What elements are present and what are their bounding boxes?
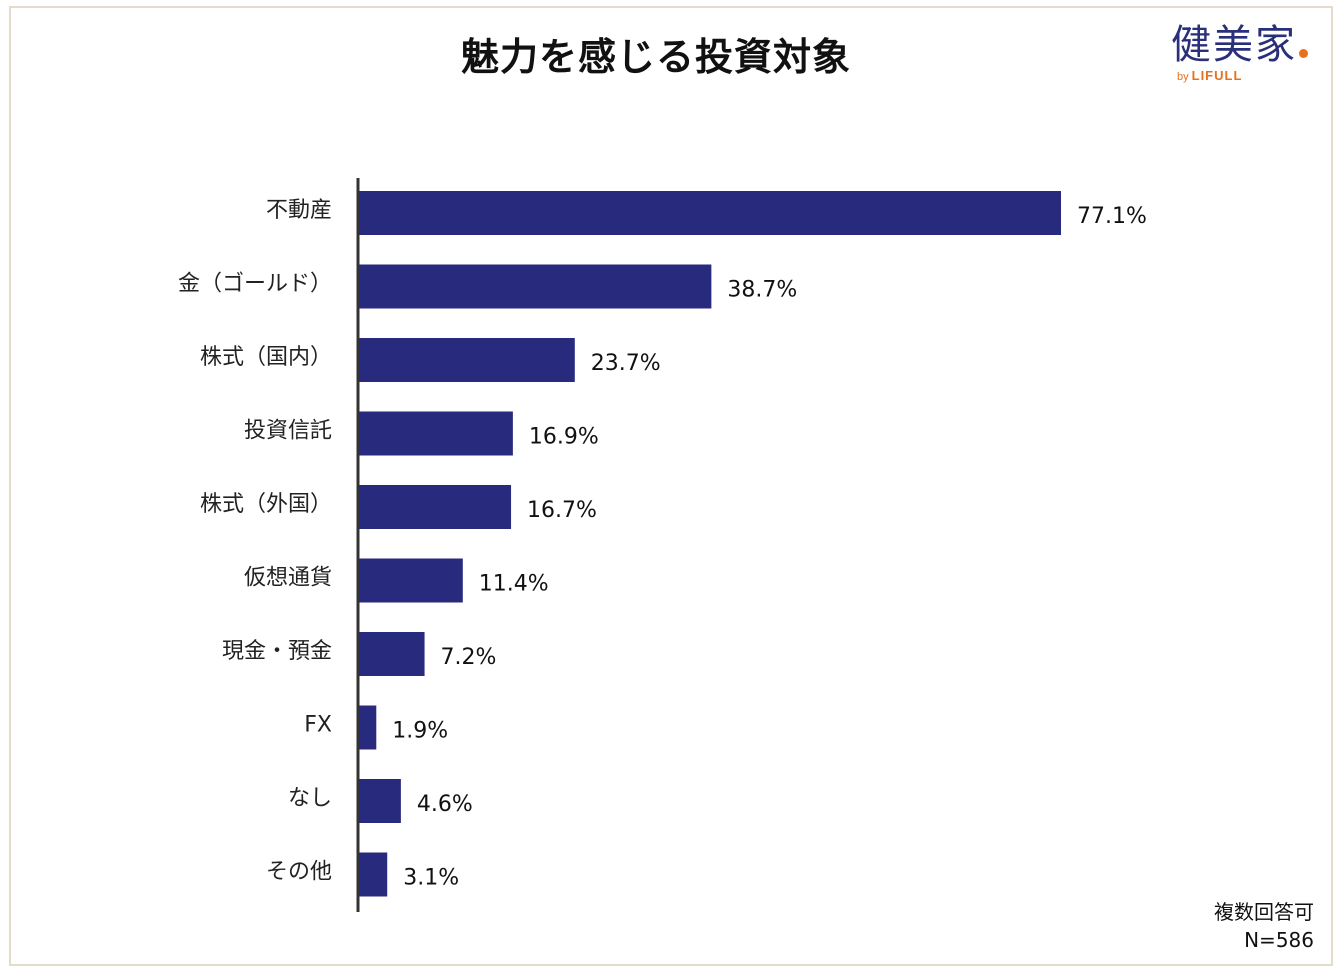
value-label-1: 38.7% xyxy=(727,278,797,303)
value-label-5: 11.4% xyxy=(479,572,549,597)
category-label-5: 仮想通貨 xyxy=(244,566,332,591)
chart-title: 魅力を感じる投資対象 xyxy=(460,35,851,79)
category-label-8: なし xyxy=(288,786,332,811)
multiple-answer-note: 複数回答可 xyxy=(1214,900,1314,924)
logo-sub-text: LIFULL xyxy=(1191,68,1243,83)
category-label-7: FX xyxy=(304,713,332,738)
value-label-4: 16.7% xyxy=(527,498,597,523)
logo-wordmark: 健美家 xyxy=(1171,22,1308,68)
value-label-7: 1.9% xyxy=(392,719,448,744)
value-label-6: 7.2% xyxy=(441,645,497,670)
bar-9 xyxy=(359,852,388,897)
bar-7 xyxy=(359,705,377,750)
logo-subline: by LIFULL xyxy=(1177,68,1308,83)
bar-2 xyxy=(359,338,575,382)
chart-frame xyxy=(9,6,1333,966)
value-label-2: 23.7% xyxy=(591,351,661,376)
bar-3 xyxy=(359,411,513,456)
bars-group xyxy=(359,191,1061,897)
logo-main-text: 健美家 xyxy=(1171,22,1297,68)
bar-6 xyxy=(359,632,425,676)
bar-5 xyxy=(359,558,463,603)
category-label-3: 投資信託 xyxy=(244,419,332,444)
value-label-0: 77.1% xyxy=(1077,204,1147,229)
category-label-2: 株式（国内） xyxy=(200,345,332,370)
category-label-6: 現金・預金 xyxy=(222,639,332,664)
bar-0 xyxy=(359,191,1061,235)
value-label-8: 4.6% xyxy=(417,792,473,817)
value-labels-group: 77.1% 38.7% 23.7% 16.9% 16.7% 11.4% 7.2% 1.9% 4.… xyxy=(392,204,1147,891)
bar-4 xyxy=(359,485,512,529)
value-label-3: 16.9% xyxy=(529,425,599,450)
brand-logo: 健美家 by LIFULL xyxy=(1171,22,1308,83)
category-label-0: 不動産 xyxy=(266,198,332,223)
bar-8 xyxy=(359,779,401,823)
sample-size-note: N=586 xyxy=(1244,928,1314,952)
category-label-4: 株式（外国） xyxy=(200,492,332,517)
category-label-1: 金（ゴールド） xyxy=(178,272,332,297)
logo-dot-icon xyxy=(1299,49,1308,58)
value-label-9: 3.1% xyxy=(403,866,459,891)
logo-by: by xyxy=(1177,71,1189,83)
bar-1 xyxy=(359,264,712,309)
category-label-9: その他 xyxy=(266,860,332,885)
